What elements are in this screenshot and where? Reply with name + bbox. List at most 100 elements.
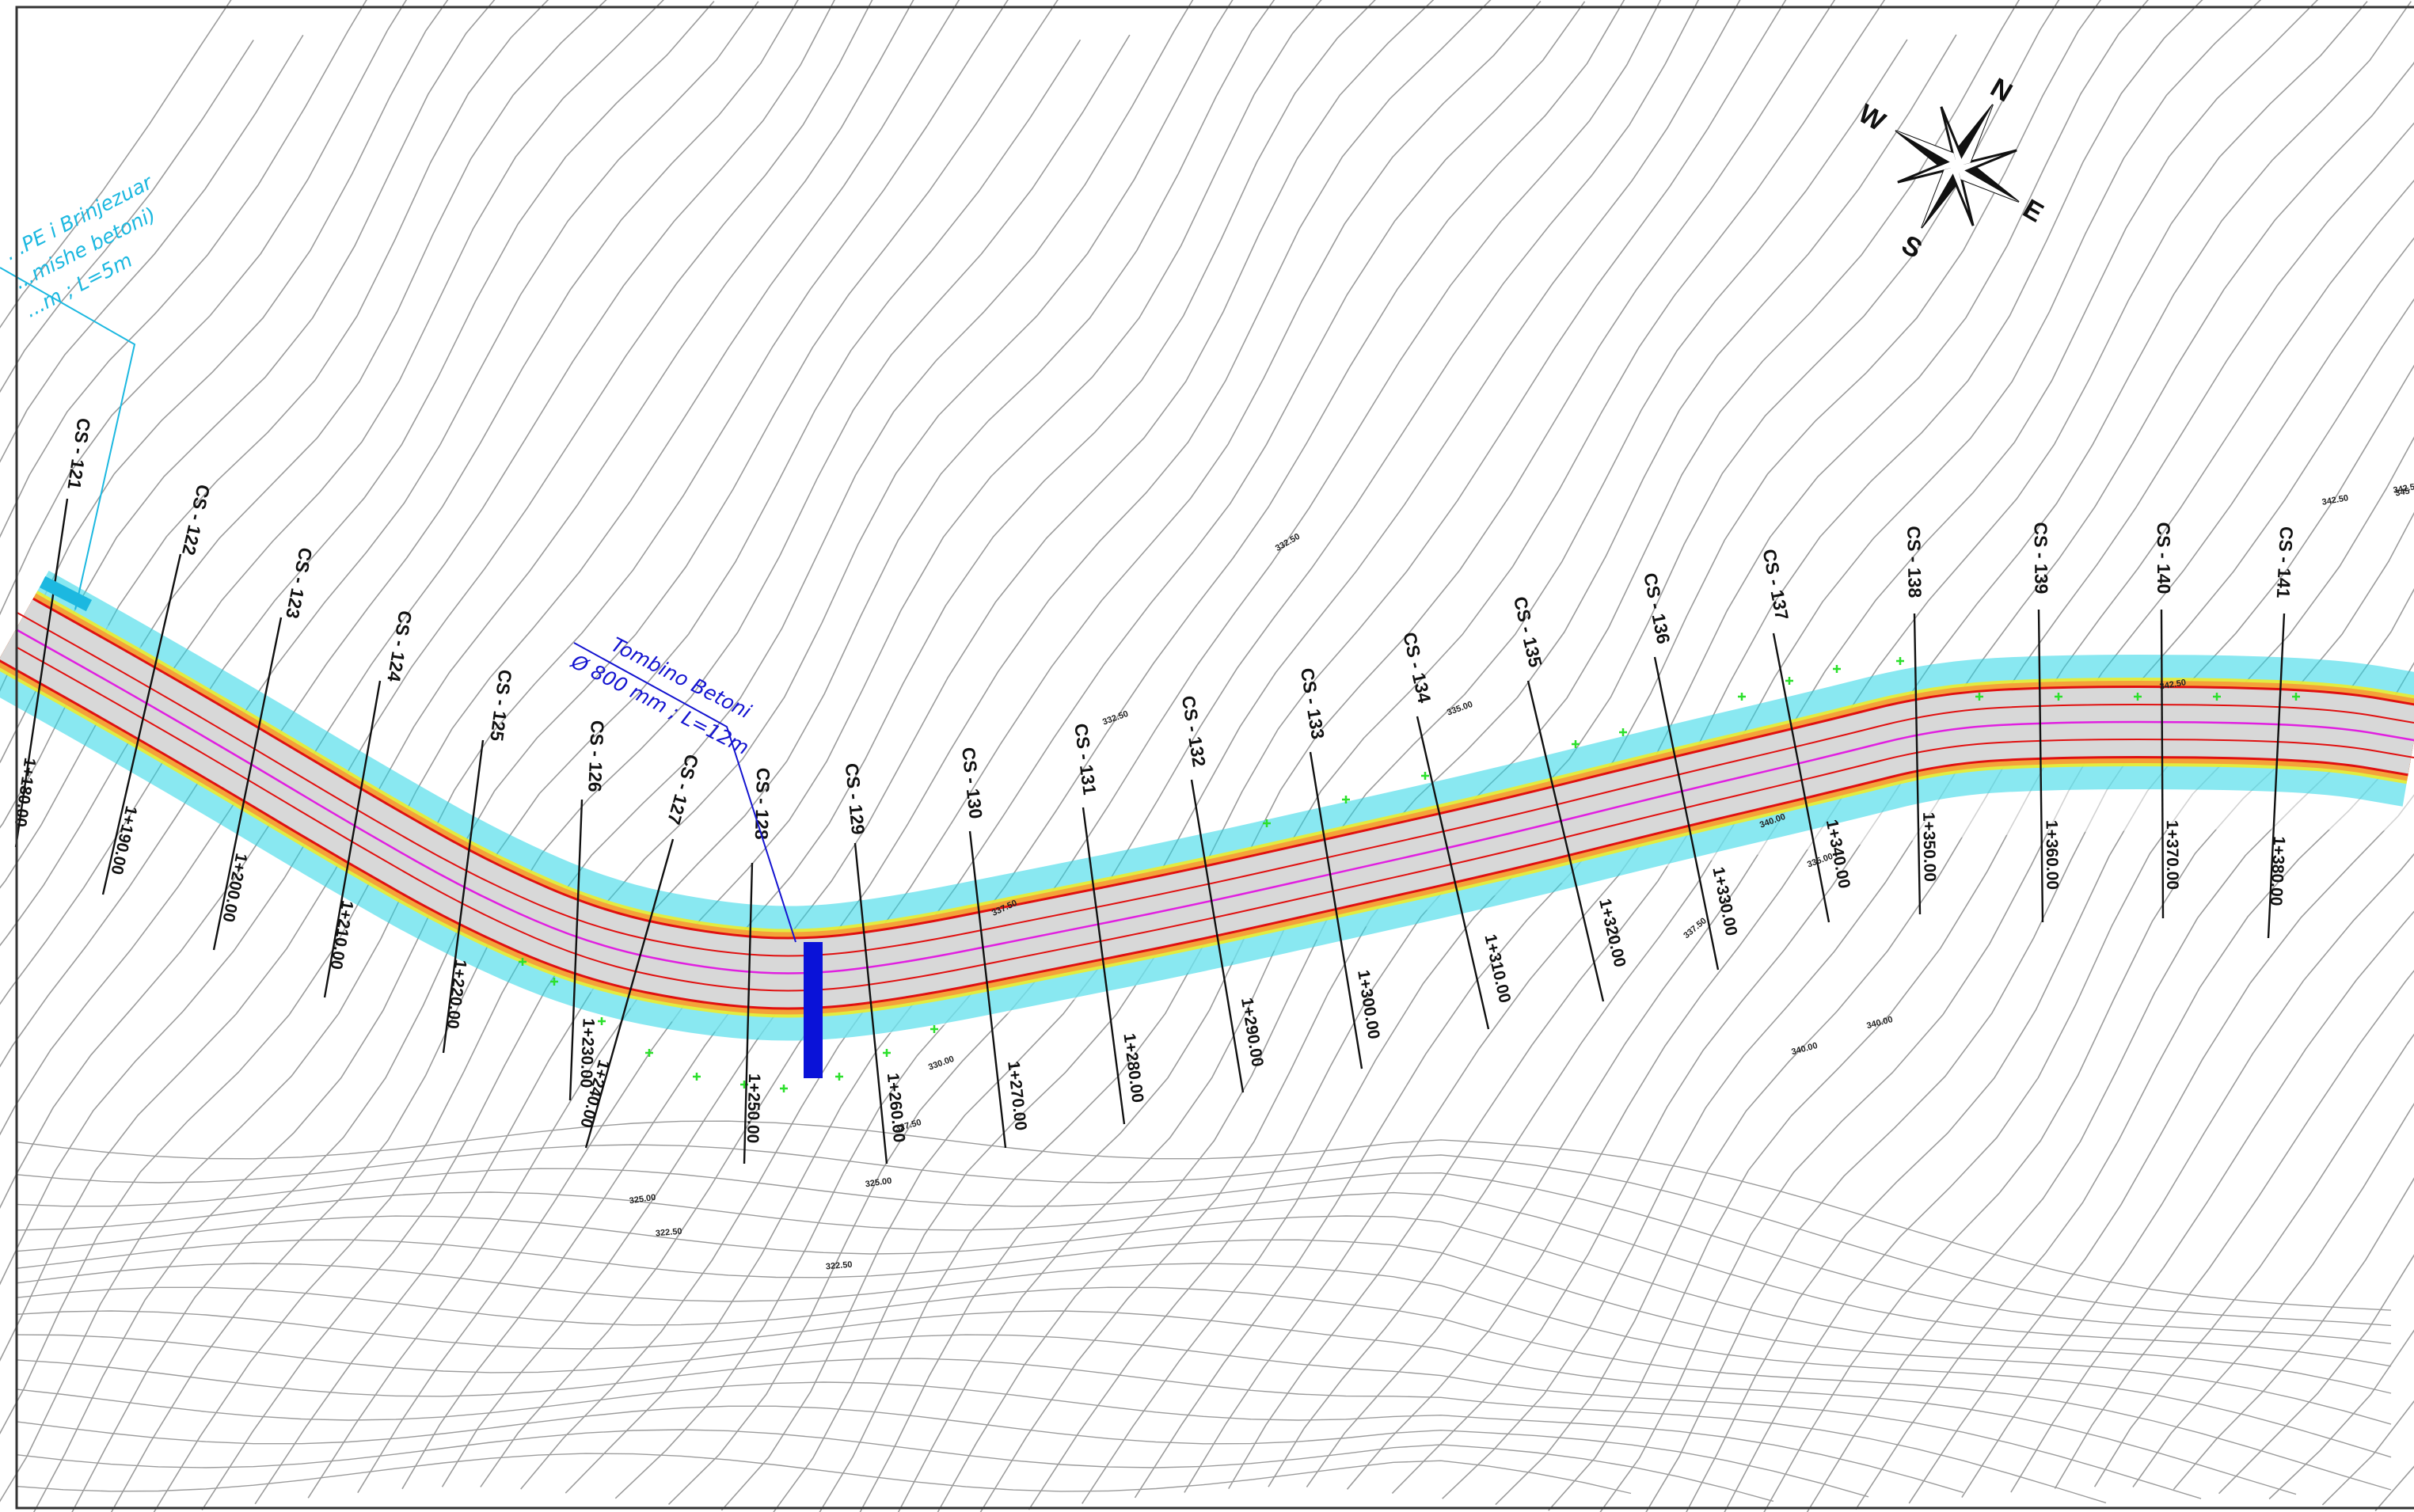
cross-section-line	[1653, 656, 1720, 971]
contour-line	[153, 0, 1194, 1512]
survey-point	[1896, 657, 1904, 665]
contour-line	[15, 1358, 2107, 1504]
elevation-label: 342.50	[2321, 493, 2349, 507]
elevation-label: 342.50	[2393, 481, 2414, 496]
contour-line	[520, 1, 1586, 1490]
survey-point	[1975, 693, 1983, 701]
contour-line	[15, 1120, 2392, 1311]
survey-point	[835, 1073, 843, 1081]
contour-line	[565, 0, 1625, 1494]
contour-line	[0, 0, 496, 764]
cross-section-line	[2037, 609, 2044, 923]
contour-line	[0, 34, 304, 463]
cross-section-line	[212, 617, 283, 951]
contour-line	[859, 0, 1886, 1512]
cross-section-line	[853, 842, 888, 1164]
contour-line	[2093, 1033, 2414, 1487]
contour-line	[0, 40, 254, 393]
cross-section-label: CS - 128	[751, 768, 774, 841]
cross-section-line	[101, 553, 182, 895]
cross-section-line	[14, 498, 69, 848]
elevation-label: 342.50	[2159, 678, 2187, 692]
cross-section-line	[1913, 613, 1922, 915]
chainage-label: 1+230.00	[576, 1018, 598, 1088]
culvert-left-marker	[39, 576, 93, 612]
callout-left-leader	[0, 267, 136, 610]
contour-line	[773, 0, 1787, 1512]
contour-line	[720, 0, 1741, 1511]
contour-line	[0, 0, 607, 889]
callout-mid-leader	[573, 642, 796, 943]
contour-line	[15, 1168, 2392, 1344]
contour-line	[2173, 1177, 2414, 1491]
contour-line	[0, 0, 914, 1362]
contour-line	[0, 0, 835, 1210]
road-alignment	[0, 570, 2414, 1092]
cross-section-label: CS - 139	[2030, 522, 2051, 594]
cross-section-line	[2267, 613, 2286, 939]
survey-point	[2292, 693, 2300, 701]
survey-point	[1342, 796, 1350, 803]
survey-point	[2134, 693, 2142, 701]
contour-line	[614, 0, 1662, 1499]
elevation-label: 322.50	[655, 1227, 682, 1239]
cross-section-line	[584, 838, 675, 1149]
contour-line	[897, 39, 1908, 1512]
elevation-label: 325.00	[629, 1193, 656, 1206]
survey-point	[2213, 693, 2221, 701]
survey-point	[645, 1049, 653, 1057]
contour-line	[667, 0, 1700, 1505]
contour-line	[110, 34, 1131, 1512]
survey-point	[1738, 693, 1746, 701]
cross-section-line	[1526, 680, 1605, 1002]
cross-section-label: CS - 140	[2154, 522, 2174, 595]
cross-section-line	[1772, 633, 1830, 923]
contour-line	[15, 1429, 1774, 1503]
cross-section-line	[1190, 779, 1245, 1093]
survey-point	[519, 958, 527, 966]
cross-section-line	[323, 680, 382, 998]
contour-line	[15, 1310, 2297, 1495]
contour-line	[307, 0, 1322, 1499]
cross-section-line	[743, 862, 754, 1164]
survey-point	[780, 1085, 788, 1092]
contour-line	[819, 0, 1836, 1512]
contour-line	[254, 0, 1275, 1505]
contour-line	[15, 1286, 2392, 1491]
contour-line	[0, 0, 873, 1286]
elevation-label: 325.00	[865, 1176, 892, 1190]
contour-line	[357, 0, 1376, 1494]
contour-line	[1961, 853, 2414, 1499]
contour-line	[0, 0, 549, 829]
contour-line	[979, 0, 2021, 1512]
culvert-mid-marker	[804, 942, 823, 1078]
elevation-label: 345	[2394, 487, 2410, 499]
survey-point	[1421, 772, 1429, 780]
contour-line	[401, 0, 1435, 1490]
contour-line	[2054, 970, 2414, 1489]
contour-line	[33, 0, 1059, 1512]
survey-point	[1263, 819, 1271, 827]
survey-point	[693, 1073, 701, 1081]
lane-line-top	[15, 611, 2414, 957]
survey-point	[883, 1049, 891, 1057]
contour-line	[441, 0, 1492, 1487]
contour-line	[201, 0, 1234, 1510]
cross-section-label: CS - 126	[584, 720, 608, 792]
contour-line	[15, 1144, 2392, 1327]
cross-section-line	[1416, 716, 1490, 1030]
contour-line	[0, 0, 367, 538]
centerline	[15, 628, 2414, 974]
contour-line	[15, 1405, 1869, 1498]
cross-section-label: CS - 141	[2273, 526, 2297, 598]
contour-line	[0, 0, 960, 1435]
cross-section-line	[968, 830, 1007, 1149]
survey-point	[598, 1017, 606, 1025]
compass-rose: N E S W	[1853, 72, 2048, 264]
drawing-frame	[15, 6, 2414, 1510]
contour-line	[15, 1334, 2202, 1499]
chainage-label: 1+350.00	[1919, 812, 1939, 883]
cross-section-line	[1082, 807, 1126, 1125]
survey-point	[930, 1025, 938, 1033]
contour-line	[15, 1381, 1964, 1494]
